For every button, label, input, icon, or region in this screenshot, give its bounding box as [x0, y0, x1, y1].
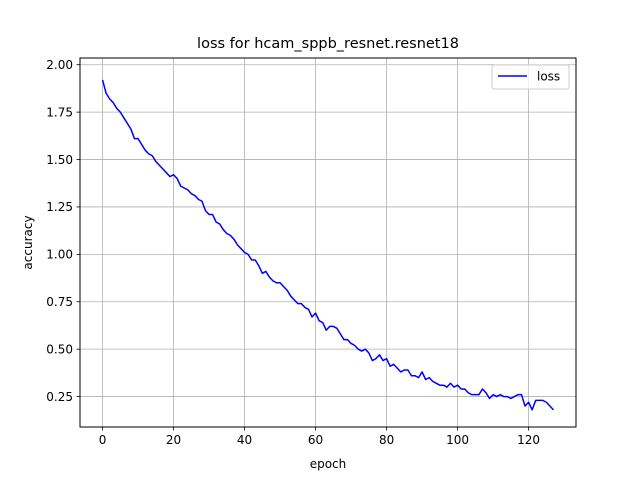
- y-tick-label: 1.25: [46, 200, 73, 214]
- y-axis-ticks: 0.25 0.50 0.75 1.00 1.25 1.50 1.75 2.00: [46, 58, 80, 404]
- y-tick-label: 0.25: [46, 390, 73, 404]
- y-tick-label: 1.00: [46, 248, 73, 262]
- x-axis-title: epoch: [310, 457, 347, 471]
- y-tick-label: 0.75: [46, 295, 73, 309]
- legend: loss: [491, 64, 570, 90]
- x-tick-label: 80: [379, 433, 394, 447]
- grid: [80, 58, 576, 427]
- legend-label-loss: loss: [537, 70, 560, 84]
- x-tick-label: 20: [166, 433, 181, 447]
- x-tick-label: 60: [308, 433, 323, 447]
- y-tick-label: 0.50: [46, 342, 73, 356]
- y-axis-title: accuracy: [21, 215, 35, 269]
- series-line-loss: [101, 79, 554, 411]
- x-tick-label: 120: [517, 433, 540, 447]
- x-tick-label: 0: [99, 433, 107, 447]
- x-axis-ticks: 0 20 40 60 80 100 120: [99, 427, 540, 447]
- y-tick-label: 1.50: [46, 153, 73, 167]
- x-tick-label: 100: [446, 433, 469, 447]
- x-tick-label: 40: [237, 433, 252, 447]
- y-tick-label: 1.75: [46, 105, 73, 119]
- plot-frame: [79, 57, 577, 428]
- chart-title: loss for hcam_sppb_resnet.resnet18: [197, 36, 459, 52]
- legend-box: [491, 64, 570, 90]
- series-layer: [101, 79, 554, 411]
- y-tick-label: 2.00: [46, 58, 73, 72]
